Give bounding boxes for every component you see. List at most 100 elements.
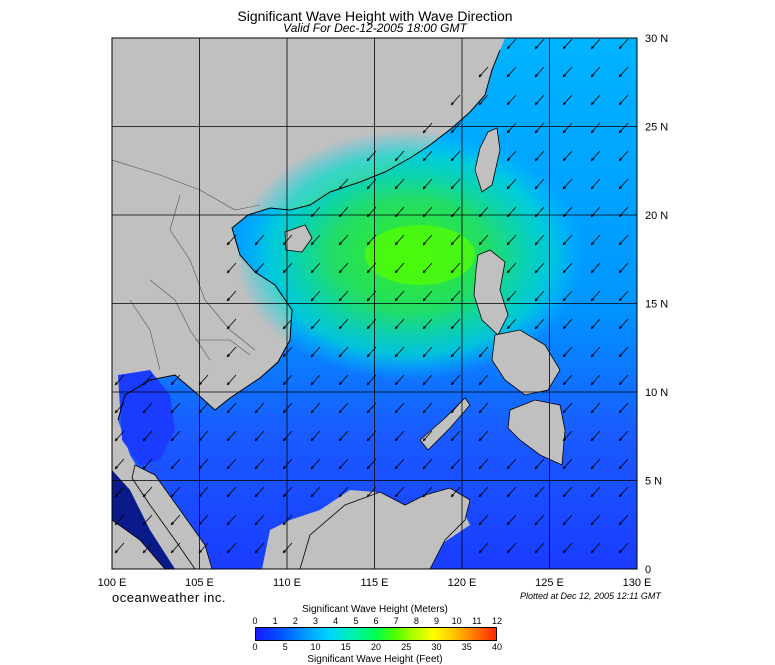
wave-arrow <box>562 150 573 162</box>
wave-arrow <box>366 346 377 358</box>
wave-arrow <box>450 374 461 386</box>
wave-arrow <box>478 234 489 246</box>
wave-arrow <box>534 66 545 78</box>
wave-arrow <box>310 458 321 470</box>
wave-arrow <box>618 318 629 330</box>
wave-arrow <box>310 346 321 358</box>
plotted-timestamp: Plotted at Dec 12, 2005 12:11 GMT <box>520 591 661 601</box>
wave-arrow <box>114 374 125 386</box>
wave-arrow <box>394 206 405 218</box>
wave-arrow <box>450 206 461 218</box>
legend-tick-meters: 8 <box>413 616 419 626</box>
wave-arrow <box>478 94 489 106</box>
wave-arrow <box>590 122 601 134</box>
wave-arrow <box>534 38 545 50</box>
wave-arrow <box>534 318 545 330</box>
wave-arrow <box>506 122 517 134</box>
latitude-label: 5 N <box>645 476 662 488</box>
legend-tick-meters: 11 <box>472 616 482 626</box>
wave-arrow <box>590 262 601 274</box>
wave-arrow <box>450 402 461 414</box>
wave-arrow <box>618 374 629 386</box>
legend-tick-meters: 5 <box>353 616 359 626</box>
wave-arrow <box>618 458 629 470</box>
land-hainan <box>284 224 313 253</box>
brand-logo-text: oceanweather inc. <box>112 590 227 605</box>
wave-arrow <box>422 122 433 134</box>
wave-arrow <box>366 402 377 414</box>
wave-arrow <box>478 430 489 442</box>
wave-arrow <box>450 122 461 134</box>
wave-arrow <box>394 290 405 302</box>
latitude-label: 15 N <box>645 299 668 311</box>
wave-arrow <box>618 94 629 106</box>
wave-arrow <box>590 150 601 162</box>
wave-arrow <box>506 458 517 470</box>
wave-arrow <box>450 486 461 498</box>
wave-arrow <box>366 486 377 498</box>
wave-arrow <box>170 514 181 526</box>
wave-arrow <box>114 402 125 414</box>
wave-arrow <box>366 430 377 442</box>
wave-arrow <box>338 290 349 302</box>
legend-tick-meters: 0 <box>252 616 258 626</box>
wave-arrow <box>618 346 629 358</box>
wave-arrow <box>534 150 545 162</box>
wave-arrow <box>422 346 433 358</box>
wave-arrow <box>170 402 181 414</box>
legend-tick-meters: 3 <box>312 616 319 626</box>
legend-tick-feet: 30 <box>431 642 442 652</box>
wave-arrow <box>534 542 545 554</box>
wave-arrow <box>478 374 489 386</box>
wave-arrow <box>590 346 601 358</box>
wave-arrow <box>226 318 237 330</box>
wave-arrow <box>282 402 293 414</box>
wave-arrow <box>506 234 517 246</box>
wave-arrow <box>618 486 629 498</box>
wave-arrow <box>114 458 125 470</box>
wave-arrow <box>114 486 125 498</box>
wave-arrow <box>310 486 321 498</box>
legend-tick-meters: 12 <box>491 616 503 626</box>
wave-arrow <box>422 318 433 330</box>
wave-arrow <box>618 122 629 134</box>
wave-arrow <box>562 346 573 358</box>
wave-arrow <box>282 486 293 498</box>
wave-arrow <box>254 486 265 498</box>
wave-arrow <box>534 486 545 498</box>
wave-arrow <box>198 542 209 554</box>
wave-arrow <box>534 514 545 526</box>
wave-arrow <box>338 318 349 330</box>
wave-arrow <box>254 458 265 470</box>
wave-arrow <box>450 234 461 246</box>
wave-arrow <box>142 458 153 470</box>
longitude-label: 105 E <box>185 577 214 589</box>
wave-arrow <box>618 178 629 190</box>
wave-arrow <box>366 374 377 386</box>
wave-arrow <box>450 458 461 470</box>
wave-direction-arrows <box>114 38 629 554</box>
wave-arrow <box>618 66 629 78</box>
wave-arrow <box>226 262 237 274</box>
wave-arrow <box>590 458 601 470</box>
wave-arrow <box>618 290 629 302</box>
wave-arrow <box>310 262 321 274</box>
wave-arrow <box>114 514 125 526</box>
wave-arrow <box>506 290 517 302</box>
wave-arrow <box>226 290 237 302</box>
wave-arrow <box>590 374 601 386</box>
wave-arrow <box>534 262 545 274</box>
wave-arrow <box>254 234 265 246</box>
country-borders <box>112 159 261 371</box>
wave-arrow <box>562 290 573 302</box>
wave-arrow <box>422 458 433 470</box>
wave-arrow <box>226 346 237 358</box>
wave-arrow <box>142 542 153 554</box>
wave-arrow <box>506 262 517 274</box>
wave-arrow <box>478 206 489 218</box>
legend-tick-feet: 25 <box>401 642 412 652</box>
wave-arrow <box>590 66 601 78</box>
map-frame <box>111 37 638 570</box>
wave-arrow <box>366 290 377 302</box>
